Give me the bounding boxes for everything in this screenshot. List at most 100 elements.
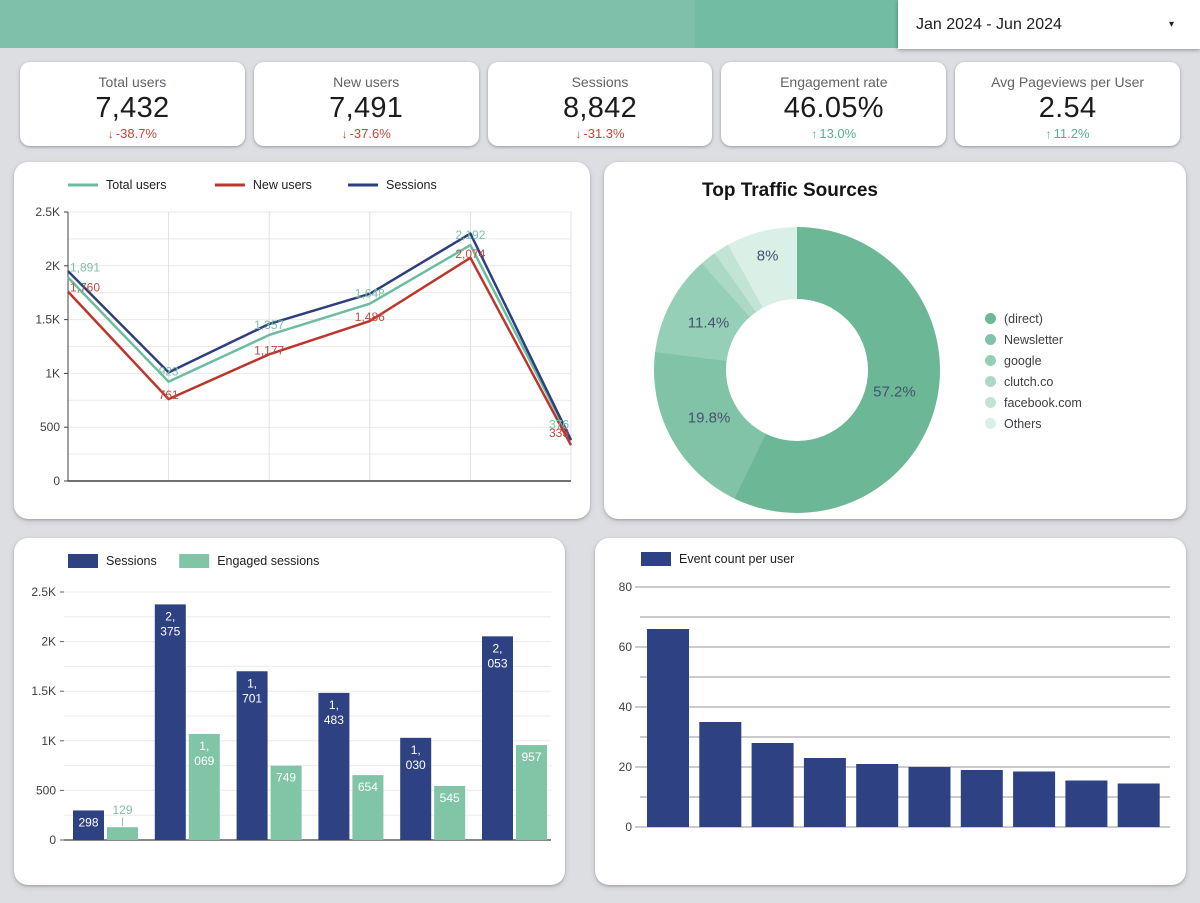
- bar[interactable]: [647, 629, 689, 827]
- up-arrow-icon: ↑: [811, 127, 818, 141]
- series-line[interactable]: [67, 256, 573, 446]
- down-arrow-icon: ↓: [341, 127, 348, 141]
- y-axis-label: 1.5K: [31, 684, 56, 698]
- bar[interactable]: [73, 810, 104, 840]
- series-line[interactable]: [67, 232, 573, 441]
- legend-label: google: [1004, 353, 1042, 368]
- scorecard-title: Avg Pageviews per User: [991, 74, 1145, 90]
- bar[interactable]: [699, 722, 742, 827]
- slice-percent-label: 8%: [756, 247, 779, 265]
- bar[interactable]: [1013, 771, 1056, 828]
- scorecard-total-users: Total users 7,432 ↓ -38.7%: [20, 62, 245, 146]
- bar[interactable]: [1065, 780, 1108, 828]
- bar[interactable]: [270, 765, 302, 840]
- event-count-chart[interactable]: Event count per user 80 60 40 20 0: [595, 538, 1186, 885]
- y-axis-label: 40: [619, 700, 633, 714]
- y-axis-label: 1.5K: [35, 313, 60, 327]
- dropdown-caret-icon: ▾: [1168, 19, 1174, 30]
- legend-label[interactable]: Event count per user: [679, 552, 794, 566]
- data-label: 333: [549, 426, 569, 440]
- bar[interactable]: [482, 636, 513, 840]
- legend-label[interactable]: Sessions: [106, 554, 157, 568]
- y-axis-label: 0: [49, 833, 56, 847]
- legend-label[interactable]: Sessions: [386, 178, 437, 192]
- scorecard-delta: ↑ 13.0%: [721, 126, 946, 142]
- donut-chart-title: Top Traffic Sources: [702, 180, 878, 201]
- y-axis-label: 80: [619, 580, 633, 594]
- up-arrow-icon: ↑: [1045, 127, 1052, 141]
- scorecard-delta-value: -38.7%: [115, 126, 157, 141]
- data-label: 1,: [247, 676, 257, 690]
- date-range-label: Jan 2024 - Jun 2024: [916, 15, 1062, 33]
- legend-label[interactable]: Total users: [106, 178, 166, 192]
- bar[interactable]: [154, 604, 186, 840]
- bar[interactable]: [856, 764, 899, 827]
- donut-legend-item-newsletter[interactable]: Newsletter: [985, 329, 1082, 350]
- slice-percent-label: 11.4%: [687, 314, 730, 332]
- legend-swatch-icon: [179, 554, 210, 568]
- scorecard-delta: ↓ -31.3%: [488, 126, 713, 142]
- data-label: 1,: [329, 698, 339, 712]
- scorecard-title: Sessions: [571, 74, 629, 90]
- bar[interactable]: [318, 692, 350, 840]
- legend-label: facebook.com: [1004, 395, 1082, 410]
- data-label: 1,760: [70, 281, 100, 295]
- donut-legend-item-clutch[interactable]: clutch.co: [985, 371, 1082, 392]
- y-axis-label: 1K: [45, 366, 60, 380]
- bar[interactable]: [960, 770, 1003, 827]
- y-axis-label: 2K: [41, 635, 56, 649]
- bar[interactable]: [236, 671, 268, 840]
- scorecard-row: Total users 7,432 ↓ -38.7% New users 7,49…: [20, 62, 1180, 146]
- trend-line-chart-card: Total users New users Sessions 2.5K 2K 1.5K 1K…: [14, 162, 590, 519]
- trend-line-chart[interactable]: Total users New users Sessions 2.5K 2K 1.5K 1K…: [14, 162, 590, 519]
- donut-hole: [726, 299, 868, 441]
- legend-label[interactable]: New users: [253, 178, 312, 192]
- bar[interactable]: [803, 758, 846, 827]
- bar[interactable]: [751, 743, 794, 827]
- bar[interactable]: [400, 737, 432, 840]
- legend-swatch-icon: [68, 554, 98, 568]
- scorecard-value: 46.05%: [783, 92, 884, 124]
- y-axis-label: 60: [619, 640, 633, 654]
- bar[interactable]: [352, 775, 384, 840]
- bar[interactable]: [1117, 783, 1160, 828]
- y-axis-label: 0: [625, 820, 632, 834]
- bar[interactable]: [188, 733, 220, 840]
- data-label: 545: [440, 791, 460, 805]
- scorecard-title: Engagement rate: [780, 74, 888, 90]
- data-label: 1,177: [254, 343, 284, 357]
- data-label: 1,: [411, 743, 421, 757]
- sessions-bar-chart[interactable]: Sessions Engaged sessions 2.5K 2K 1.5K 1K 500 0…: [14, 538, 565, 885]
- bar[interactable]: [516, 745, 547, 840]
- legend-label: Others: [1004, 416, 1042, 431]
- date-range-selector[interactable]: Jan 2024 - Jun 2024 ▾: [898, 0, 1200, 49]
- scorecard-delta: ↓ -38.7%: [20, 126, 245, 142]
- bar[interactable]: [908, 767, 951, 827]
- data-label: 701: [242, 691, 262, 705]
- bar[interactable]: [434, 785, 466, 840]
- down-arrow-icon: ↓: [575, 127, 582, 141]
- bar[interactable]: [107, 827, 138, 840]
- scorecard-delta: ↑ 11.2%: [955, 126, 1180, 142]
- data-label: 923: [159, 365, 179, 379]
- y-axis-label: 20: [619, 760, 633, 774]
- legend-label[interactable]: Engaged sessions: [217, 554, 319, 568]
- legend-dot-icon: [985, 313, 996, 324]
- legend-dot-icon: [985, 355, 996, 366]
- donut-legend-item-google[interactable]: google: [985, 350, 1082, 371]
- donut-legend-item-others[interactable]: Others: [985, 413, 1082, 434]
- data-label: 376: [549, 418, 569, 432]
- legend-label: (direct): [1004, 311, 1043, 326]
- data-label: 298: [78, 815, 98, 829]
- donut-legend-item-facebook[interactable]: facebook.com: [985, 392, 1082, 413]
- donut-legend-item-direct[interactable]: (direct): [985, 308, 1082, 329]
- data-label: 1,648: [355, 287, 385, 301]
- series-line[interactable]: [67, 243, 573, 442]
- slice-percent-label: 57.2%: [873, 383, 916, 401]
- data-label: 761: [159, 388, 179, 402]
- data-label: 2,192: [455, 228, 485, 242]
- data-label: 2,074: [455, 247, 485, 261]
- legend-label: clutch.co: [1004, 374, 1054, 389]
- y-axis-label: 2.5K: [35, 205, 60, 219]
- data-label: 2,: [492, 641, 502, 655]
